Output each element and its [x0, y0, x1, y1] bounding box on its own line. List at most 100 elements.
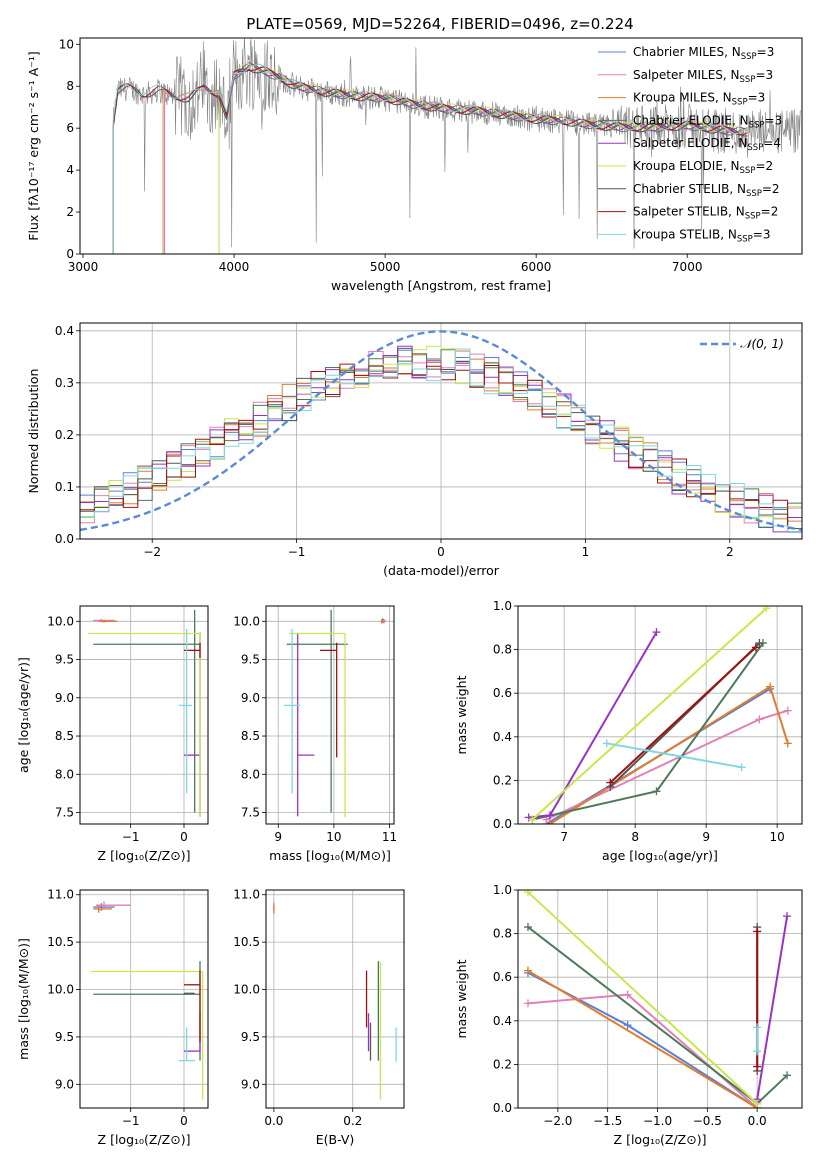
weight-marker — [783, 1071, 792, 1080]
y-tick-label: 8.0 — [241, 767, 260, 781]
x-tick-label: 8 — [631, 830, 639, 844]
weight-line — [531, 607, 768, 821]
y-tick-label: 4 — [66, 163, 74, 177]
y-tick-label: 0.6 — [493, 686, 512, 700]
x-tick-label: 11 — [382, 830, 397, 844]
axes-frame — [79, 605, 209, 825]
y-tick-label: 0.4 — [55, 324, 74, 338]
y-tick-label: 0.0 — [493, 1101, 512, 1115]
y-tick-label: 0 — [66, 247, 74, 261]
panel-spectrum: Chabrier MILES, NSSP=3 Salpeter MILES, NS… — [26, 37, 803, 293]
y-tick-label: 0.8 — [493, 927, 512, 941]
weight-marker — [762, 606, 771, 613]
x-tick-label: −1 — [122, 1114, 140, 1128]
plot-area — [90, 901, 204, 1100]
weight-marker — [783, 706, 792, 715]
y-tick-label: 2 — [66, 205, 74, 219]
y-tick-label: 1.0 — [493, 883, 512, 897]
legend-label: Kroupa STELIB, NSSP=3 — [633, 227, 771, 244]
x-axis-label: mass [log₁₀(M/M⊙)] — [269, 848, 391, 863]
y-tick-label: 9.5 — [241, 653, 260, 667]
plot-area — [523, 890, 792, 1108]
plot-area — [273, 902, 397, 1100]
x-tick-label: −1.0 — [643, 1114, 672, 1128]
x-axis-label: Z [log₁₀(Z/Z⊙)] — [614, 1132, 707, 1147]
weight-marker — [523, 966, 532, 975]
x-tick-label: 6000 — [521, 260, 552, 274]
axes-frame — [79, 889, 209, 1109]
x-tick-label: 0 — [180, 1114, 188, 1128]
plot-area — [283, 609, 387, 818]
weight-marker — [753, 1062, 762, 1071]
weight-marker — [755, 639, 764, 648]
weight-line — [527, 891, 758, 1105]
plot-area — [80, 330, 802, 533]
weight-line — [606, 742, 742, 769]
figure-title: PLATE=0569, MJD=52264, FIBERID=0496, z=0… — [246, 15, 633, 33]
x-tick-label: −1.5 — [593, 1114, 622, 1128]
weight-marker — [606, 778, 615, 787]
weight-marker — [545, 811, 554, 820]
x-tick-label: 9 — [702, 830, 710, 844]
y-tick-label: 10.5 — [47, 935, 74, 949]
y-axis-label: mass weight — [454, 675, 469, 754]
legend-label: Chabrier STELIB, NSSP=2 — [633, 182, 780, 199]
weight-marker — [523, 923, 532, 932]
y-tick-label: 7.5 — [241, 806, 260, 820]
x-axis-label: wavelength [Angstrom, rest frame] — [331, 278, 551, 293]
x-tick-label: 1 — [582, 545, 590, 559]
legend-label: Chabrier ELODIE, NSSP=3 — [633, 113, 782, 130]
plot-area — [524, 606, 792, 824]
x-tick-label: 7 — [560, 830, 568, 844]
legend-label: Salpeter ELODIE, NSSP=4 — [633, 136, 781, 153]
x-tick-label: 5000 — [370, 260, 401, 274]
y-tick-label: 0.4 — [493, 1014, 512, 1028]
panel-age_vs_mass: 9 10 11 7.5 8.0 8.5 9.0 9.5 10.0 mass [log₁₀(M/M⊙… — [233, 605, 397, 863]
weight-marker — [737, 763, 746, 772]
weight-marker — [753, 1047, 762, 1056]
y-tick-label: 0.2 — [55, 428, 74, 442]
y-axis-label: Normed distribution — [26, 369, 41, 494]
x-axis-label: age [log₁₀(age/yr)] — [602, 848, 718, 863]
weight-marker — [623, 1021, 632, 1030]
y-tick-label: 9.0 — [241, 691, 260, 705]
x-axis-label: (data-model)/error — [383, 563, 500, 578]
y-tick-label: 11.0 — [47, 888, 74, 902]
y-tick-label: 0.6 — [493, 970, 512, 984]
x-tick-label: 0 — [180, 830, 188, 844]
x-tick-label: −2 — [143, 545, 161, 559]
x-axis-label: Z [log₁₀(Z/Z⊙)] — [98, 1132, 191, 1147]
y-tick-label: 9.5 — [55, 1030, 74, 1044]
histogram-kroupa_elodie — [80, 345, 802, 520]
x-tick-label: 0.2 — [343, 1114, 362, 1128]
y-tick-label: 9.5 — [55, 653, 74, 667]
y-tick-label: 11.0 — [233, 888, 260, 902]
axes-frame — [265, 889, 405, 1109]
y-tick-label: 0.2 — [493, 1057, 512, 1071]
weight-marker — [528, 815, 537, 824]
panel-age_vs_Z: −1 0 7.5 8.0 8.5 9.0 9.5 10.0 Z [log₁₀(Z/Z⊙)] age… — [16, 605, 209, 863]
x-tick-label: 3000 — [68, 260, 99, 274]
y-axis-label: Flux [fλ10⁻¹⁷ erg cm⁻² s⁻¹ A⁻¹] — [26, 51, 41, 240]
weight-marker — [753, 927, 762, 936]
weight-marker — [523, 890, 532, 897]
y-tick-label: 0.8 — [493, 643, 512, 657]
x-tick-label: −0.5 — [693, 1114, 722, 1128]
y-tick-label: 10.0 — [47, 983, 74, 997]
x-tick-label: 9 — [274, 830, 282, 844]
panel-weight_vs_age: 7 8 9 10 0.0 0.2 0.4 0.6 0.8 1.0 age [log₁₀(age/yr… — [454, 599, 803, 863]
y-tick-label: 0.0 — [493, 817, 512, 831]
y-tick-label: 9.0 — [241, 1077, 260, 1091]
y-axis-label: age [log₁₀(age/yr)] — [16, 657, 31, 773]
x-tick-label: 0.0 — [748, 1114, 767, 1128]
x-tick-label: 10 — [770, 830, 785, 844]
y-tick-label: 7.5 — [55, 806, 74, 820]
weight-line — [527, 993, 758, 1108]
x-tick-label: 4000 — [219, 260, 250, 274]
y-tick-label: 9.0 — [55, 1077, 74, 1091]
histogram-chabrier_elodie — [80, 349, 802, 528]
weight-marker — [753, 1099, 762, 1108]
model-spectrum-chabrier_elodie — [218, 64, 748, 254]
y-tick-label: 10 — [59, 37, 74, 51]
y-tick-label: 0.4 — [493, 730, 512, 744]
